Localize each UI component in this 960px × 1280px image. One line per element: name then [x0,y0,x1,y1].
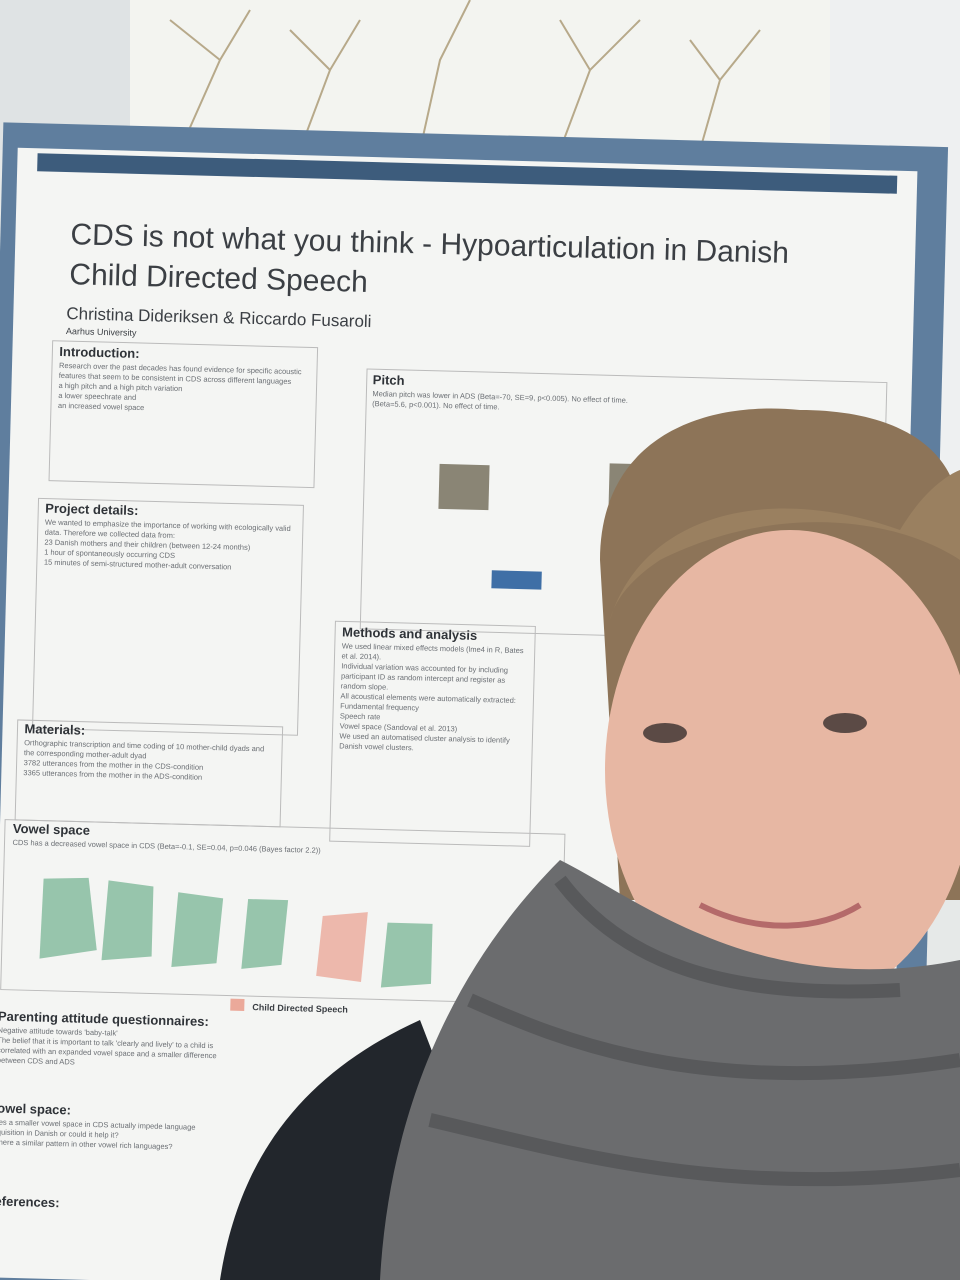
affiliation: Aarhus University [66,326,137,338]
section-text: Is there a similar pattern in other vowe… [0,1137,173,1151]
poster-band [37,153,898,194]
section-text: 1 hour of spontaneously occurring CDS [44,548,175,560]
scarf-folds [428,875,960,1187]
box [32,497,304,736]
section-text: a lower speechrate and [58,391,136,402]
hair-fringe [610,470,960,620]
section-text: Fundamental frequency [340,701,419,712]
box-plot [438,463,490,511]
section-heading: Vowel space [13,821,90,838]
window [130,0,830,150]
box [48,340,319,489]
section-text: Vowel space (Sandoval et al. 2013) [340,721,458,733]
box-plot [491,570,542,590]
section-text: Speech rate [340,711,381,721]
trees [169,0,761,151]
section-text: Individual variation was accounted for b… [341,661,508,674]
section-heading: References: [0,1193,60,1210]
section-text: et al. 2014). [341,651,381,661]
section-text: Negative attitude towards 'baby-talk' [0,1026,118,1038]
title: Child Directed Speech [69,258,368,299]
section-text: acquisition in Danish or could it help i… [0,1127,119,1139]
section-heading: Materials: [24,721,85,738]
section-heading: Project details: [45,501,139,518]
section-text: the corresponding mother-adult dyad [24,748,147,760]
section-text: a high pitch and a high pitch variation [58,381,182,393]
section-heading: Methods and analysis [342,624,477,643]
section-text: We used an automatised cluster analysis … [339,731,510,744]
section-text: an increased vowel space [58,401,145,412]
person [220,408,960,1280]
section-heading: Pitch [373,372,405,388]
section-text: participant ID as random intercept and r… [341,671,506,684]
section-text: random slope. [341,681,389,691]
vowel-panels [39,877,433,1011]
section-text: between CDS and ADS [0,1055,75,1066]
legend-label: Child Directed Speech [252,1002,348,1014]
eye [643,723,687,743]
face [605,530,960,1010]
section-heading: Vowel space: [0,1100,71,1117]
box [329,620,536,847]
section-text: Danish vowel clusters. [339,741,414,752]
section-heading: Parenting attitude questionnaires: [0,1009,209,1030]
eye [823,713,867,733]
section-text: (Beta=5.6, p<0.001). No effect of time. [372,399,500,411]
mouth [698,902,862,929]
section-text: data. Therefore we collected data from: [45,528,176,540]
section-heading: Introduction: [59,344,140,361]
